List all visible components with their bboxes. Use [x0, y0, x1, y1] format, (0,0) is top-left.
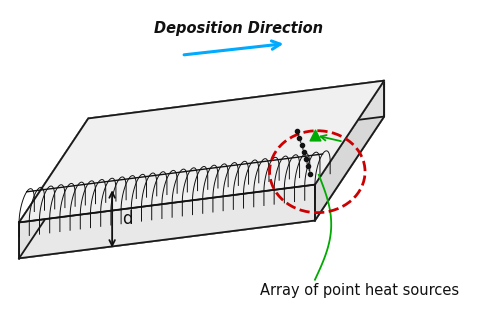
Text: Array of point heat sources: Array of point heat sources: [260, 284, 459, 299]
Polygon shape: [88, 81, 384, 154]
Polygon shape: [315, 81, 384, 220]
Polygon shape: [19, 117, 384, 258]
Polygon shape: [19, 185, 315, 258]
Text: Deposition Direction: Deposition Direction: [154, 21, 323, 36]
Polygon shape: [19, 81, 384, 222]
Polygon shape: [19, 118, 88, 258]
Point: [311, 132, 319, 137]
Text: d: d: [122, 210, 132, 228]
